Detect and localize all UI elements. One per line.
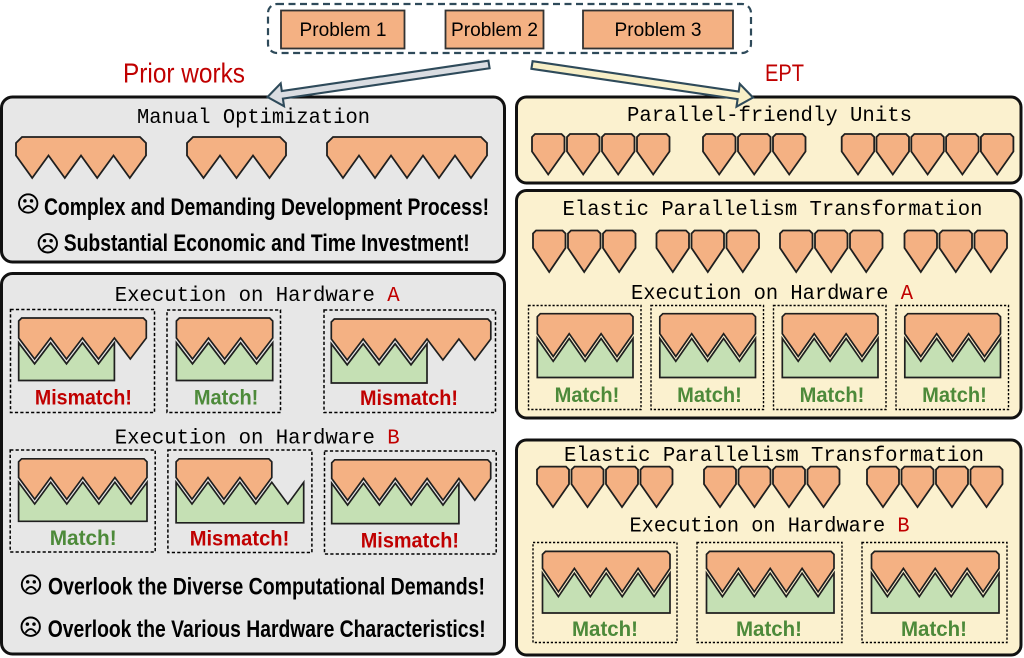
svg-text:Substantial Economic and Time: Substantial Economic and Time Investment…: [64, 230, 470, 257]
svg-text:Problem 1: Problem 1: [300, 20, 387, 41]
svg-text:Overlook the Diverse Computati: Overlook the Diverse Computational Deman…: [48, 574, 485, 601]
svg-text:Elastic Parallelism Transforma: Elastic Parallelism Transformation: [564, 445, 984, 468]
svg-text:Mismatch!: Mismatch!: [35, 386, 132, 410]
svg-text:Execution on Hardware A: Execution on Hardware A: [631, 283, 913, 306]
svg-text:Manual Optimization: Manual Optimization: [137, 107, 370, 130]
svg-text:Match!: Match!: [50, 526, 117, 550]
svg-text:EPT: EPT: [765, 60, 804, 87]
svg-text:Match!: Match!: [901, 617, 967, 641]
svg-text:Match!: Match!: [572, 617, 638, 641]
svg-text:Match!: Match!: [194, 386, 259, 410]
svg-text:Mismatch!: Mismatch!: [190, 527, 290, 551]
svg-text:Problem 2: Problem 2: [451, 20, 538, 41]
svg-text:Mismatch!: Mismatch!: [361, 529, 459, 553]
svg-text:Execution on Hardware A: Execution on Hardware A: [115, 285, 400, 308]
svg-text:Mismatch!: Mismatch!: [360, 386, 458, 410]
svg-text:Match!: Match!: [736, 617, 802, 641]
svg-text:Overlook the Various Hardware: Overlook the Various Hardware Characteri…: [48, 616, 486, 643]
svg-text:Match!: Match!: [555, 383, 620, 407]
svg-text:Match!: Match!: [677, 383, 742, 407]
svg-text:Prior works: Prior works: [123, 57, 245, 88]
svg-text:Match!: Match!: [800, 383, 865, 407]
svg-text:Complex and Demanding Developm: Complex and Demanding Development Proces…: [44, 194, 489, 221]
svg-text:Execution on Hardware B: Execution on Hardware B: [630, 516, 910, 539]
svg-text:Elastic Parallelism Transforma: Elastic Parallelism Transformation: [563, 199, 983, 222]
svg-text:Match!: Match!: [922, 383, 987, 407]
svg-text:Parallel-friendly Units: Parallel-friendly Units: [627, 105, 912, 128]
svg-text:Execution on Hardware B: Execution on Hardware B: [115, 428, 400, 451]
svg-text:Problem 3: Problem 3: [615, 20, 702, 41]
